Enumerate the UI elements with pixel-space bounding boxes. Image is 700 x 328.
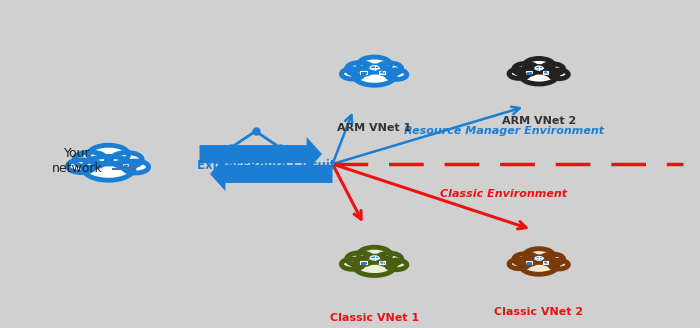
Circle shape xyxy=(524,58,554,72)
Circle shape xyxy=(358,57,391,72)
Circle shape xyxy=(541,254,564,265)
Circle shape xyxy=(520,67,558,84)
Text: ExpressRoute Circuit: ExpressRoute Circuit xyxy=(197,159,335,172)
Circle shape xyxy=(544,262,547,263)
FancyArrow shape xyxy=(199,137,322,171)
Circle shape xyxy=(541,64,564,74)
Circle shape xyxy=(386,260,407,270)
Circle shape xyxy=(520,257,558,274)
Circle shape xyxy=(370,66,379,70)
Text: ARM VNet 1: ARM VNet 1 xyxy=(337,123,412,133)
FancyBboxPatch shape xyxy=(122,164,127,166)
Circle shape xyxy=(377,63,402,74)
Circle shape xyxy=(535,256,543,260)
FancyBboxPatch shape xyxy=(543,261,548,264)
Circle shape xyxy=(342,259,363,269)
FancyBboxPatch shape xyxy=(360,261,367,264)
FancyBboxPatch shape xyxy=(360,71,367,73)
Circle shape xyxy=(67,160,94,173)
Circle shape xyxy=(381,72,383,73)
Circle shape xyxy=(386,70,407,79)
Circle shape xyxy=(380,72,384,73)
Circle shape xyxy=(88,145,129,164)
FancyBboxPatch shape xyxy=(379,71,385,74)
Circle shape xyxy=(83,156,134,180)
Circle shape xyxy=(354,66,395,85)
Text: Classic VNet 2: Classic VNet 2 xyxy=(494,307,584,317)
Circle shape xyxy=(111,153,142,167)
Circle shape xyxy=(509,259,529,269)
Circle shape xyxy=(346,253,373,265)
Circle shape xyxy=(342,69,363,79)
Circle shape xyxy=(545,72,547,73)
FancyBboxPatch shape xyxy=(526,261,532,264)
Circle shape xyxy=(354,256,395,276)
Circle shape xyxy=(524,249,554,262)
Circle shape xyxy=(550,70,568,79)
Circle shape xyxy=(380,262,384,263)
Circle shape xyxy=(358,247,391,262)
Circle shape xyxy=(346,63,373,75)
Text: Resource Manager Environment: Resource Manager Environment xyxy=(404,126,604,136)
FancyBboxPatch shape xyxy=(379,261,385,264)
Text: Classic VNet 1: Classic VNet 1 xyxy=(330,313,419,323)
FancyArrow shape xyxy=(210,157,332,191)
Circle shape xyxy=(381,262,383,263)
Circle shape xyxy=(550,260,568,269)
Text: Classic Environment: Classic Environment xyxy=(440,189,568,198)
Circle shape xyxy=(535,66,543,70)
Text: ARM VNet 2: ARM VNet 2 xyxy=(502,116,576,126)
Circle shape xyxy=(377,253,402,265)
Circle shape xyxy=(370,256,379,260)
Circle shape xyxy=(123,161,148,173)
FancyBboxPatch shape xyxy=(526,71,532,73)
Circle shape xyxy=(509,69,529,78)
FancyBboxPatch shape xyxy=(543,71,548,74)
Text: Your
network: Your network xyxy=(52,147,102,175)
Circle shape xyxy=(514,63,538,75)
Circle shape xyxy=(544,72,547,73)
Circle shape xyxy=(514,254,538,265)
Circle shape xyxy=(545,262,547,263)
Circle shape xyxy=(74,152,106,167)
